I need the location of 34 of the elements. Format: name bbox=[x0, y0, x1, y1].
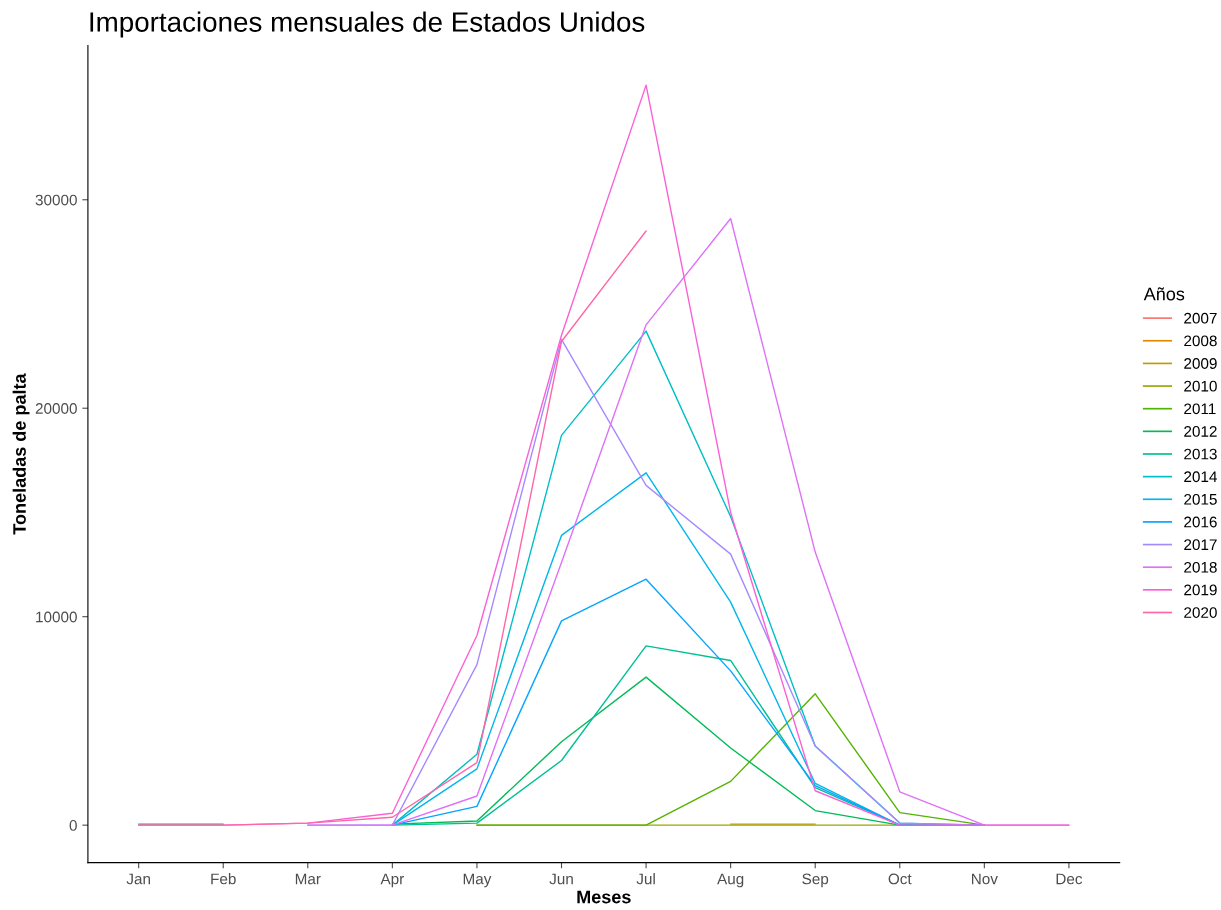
y-tick-label: 0 bbox=[69, 820, 77, 831]
legend-label: 2015 bbox=[1184, 493, 1217, 505]
legend-title: Años bbox=[1143, 287, 1185, 301]
legend-label: 2020 bbox=[1184, 607, 1217, 618]
legend-label: 2010 bbox=[1184, 380, 1217, 392]
x-axis-title: Meses bbox=[577, 890, 631, 904]
x-tick-label: Jun bbox=[549, 873, 573, 885]
legend-label: 2019 bbox=[1184, 584, 1217, 596]
x-tick-label: Dec bbox=[1056, 873, 1083, 885]
legend-label: 2008 bbox=[1184, 335, 1217, 347]
y-tick-label: 10000 bbox=[36, 611, 77, 623]
legend-label: 2007 bbox=[1184, 312, 1217, 324]
x-tick-label: Sep bbox=[802, 873, 829, 888]
x-tick-label: Aug bbox=[717, 873, 744, 888]
x-tick-label: Apr bbox=[380, 873, 404, 888]
x-tick-label: Nov bbox=[972, 873, 998, 885]
legend-label: 2016 bbox=[1184, 516, 1217, 528]
y-tick-label: 20000 bbox=[35, 403, 77, 414]
legend-label: 2009 bbox=[1184, 358, 1217, 369]
x-tick-label: Mar bbox=[295, 873, 321, 885]
legend-label: 2017 bbox=[1184, 539, 1217, 551]
legend-label: 2018 bbox=[1184, 561, 1217, 573]
x-tick-label: May bbox=[463, 873, 492, 888]
legend-label: 2012 bbox=[1184, 426, 1217, 437]
x-tick-label: Feb bbox=[211, 873, 236, 885]
legend-label: 2014 bbox=[1184, 471, 1217, 483]
chart-title: Importaciones mensuales de Estados Unidos bbox=[90, 11, 645, 38]
y-axis-title: Toneladas de palta bbox=[12, 373, 30, 535]
x-tick-label: Jan bbox=[126, 873, 150, 885]
legend-label: 2011 bbox=[1184, 403, 1216, 415]
legend-label: 2013 bbox=[1184, 448, 1217, 460]
x-tick-label: Oct bbox=[888, 873, 912, 885]
x-tick-label: Jul bbox=[636, 873, 655, 885]
y-tick-label: 30000 bbox=[35, 194, 77, 206]
